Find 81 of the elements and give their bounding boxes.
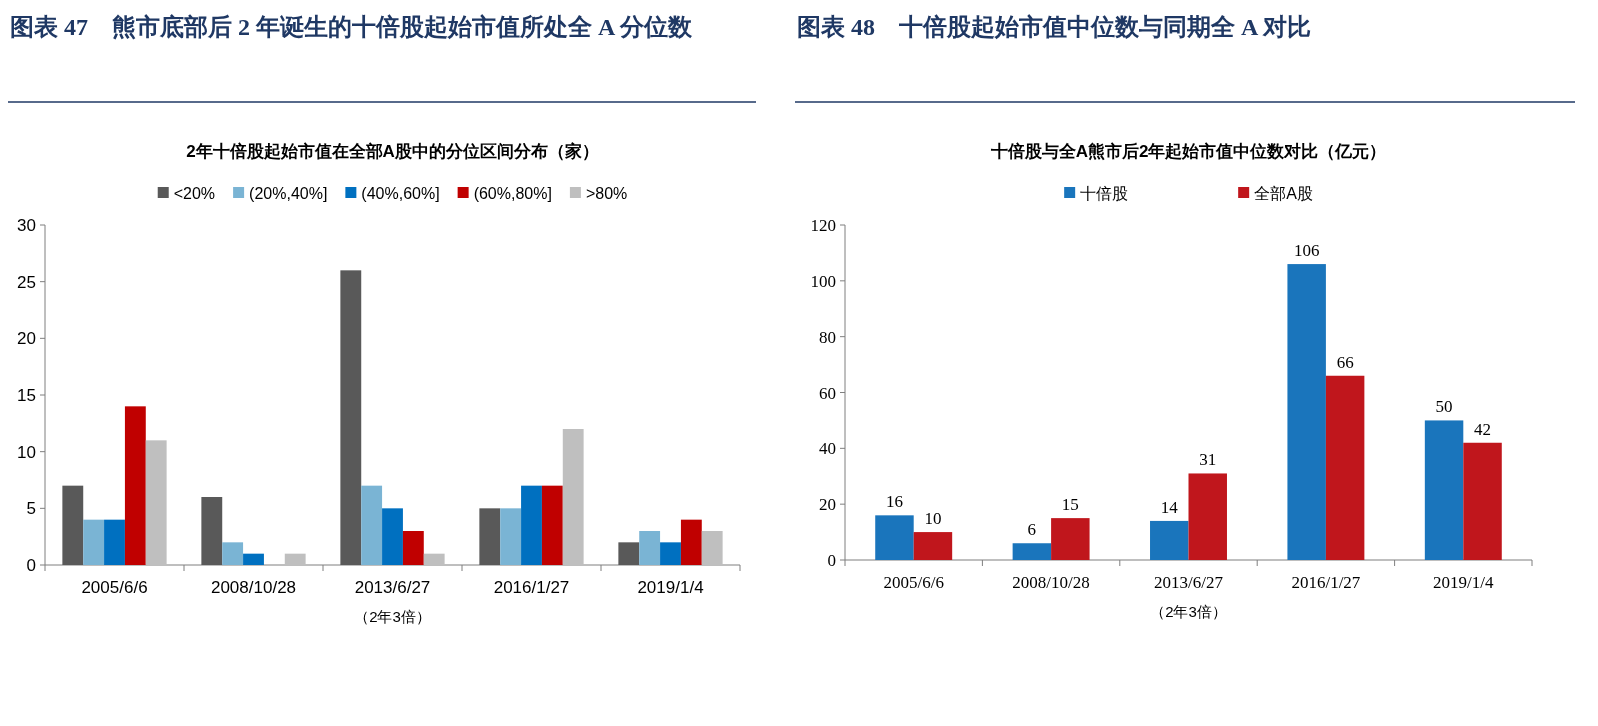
x-tick-label: 2005/6/6 bbox=[883, 573, 944, 592]
bar bbox=[562, 429, 584, 565]
chart-title: 图表 48 十倍股起始市值中位数与同期全 A 对比 bbox=[797, 14, 1312, 40]
chart-title: 图表 47 熊市底部后 2 年诞生的十倍股起始市值所处全 A 分位数 bbox=[10, 14, 694, 40]
x-tick-label: 2005/6/6 bbox=[81, 578, 148, 597]
bar bbox=[423, 553, 445, 565]
legend-label: (20%,40%] bbox=[249, 185, 328, 202]
data-label: 66 bbox=[1336, 352, 1354, 372]
legend-label: (40%,60%] bbox=[361, 185, 440, 202]
bar bbox=[83, 519, 105, 565]
data-label: 14 bbox=[1160, 497, 1179, 517]
data-label: 106 bbox=[1293, 241, 1320, 261]
bar bbox=[361, 485, 383, 565]
bar bbox=[639, 531, 661, 565]
data-label: 10 bbox=[924, 509, 942, 529]
bar bbox=[1424, 420, 1464, 560]
legend-label: 全部A股 bbox=[1254, 185, 1313, 202]
legend-label: >80% bbox=[585, 185, 628, 202]
bar bbox=[660, 542, 681, 565]
x-axis-title: （2年3倍） bbox=[1150, 603, 1227, 620]
bar bbox=[500, 508, 522, 565]
bar bbox=[145, 440, 167, 565]
x-axis-title: （2年3倍） bbox=[354, 608, 431, 625]
bar bbox=[701, 531, 723, 565]
y-tick-label: 0 bbox=[26, 556, 36, 575]
bar bbox=[913, 532, 953, 560]
legend-label: (60%,80%] bbox=[473, 185, 552, 202]
y-tick-label: 25 bbox=[17, 272, 36, 292]
bar bbox=[284, 553, 306, 565]
x-tick-label: 2019/1/4 bbox=[637, 578, 704, 597]
bar bbox=[402, 531, 424, 565]
bar bbox=[201, 497, 223, 565]
bar bbox=[680, 519, 702, 565]
bar bbox=[875, 515, 914, 560]
bar bbox=[104, 519, 125, 565]
bar bbox=[541, 485, 563, 565]
y-tick-label: 10 bbox=[17, 442, 36, 462]
y-tick-label: 60 bbox=[819, 383, 836, 403]
x-tick-label: 2008/10/28 bbox=[1012, 573, 1090, 592]
data-label: 15 bbox=[1061, 495, 1079, 515]
y-tick-label: 40 bbox=[819, 439, 836, 459]
y-tick-label: 20 bbox=[819, 495, 836, 515]
bar bbox=[479, 508, 501, 565]
data-label: 42 bbox=[1474, 419, 1492, 439]
bar bbox=[1051, 518, 1090, 560]
bar bbox=[1012, 543, 1052, 560]
y-tick-label: 5 bbox=[26, 499, 36, 519]
bar bbox=[382, 508, 403, 565]
bar bbox=[1463, 442, 1502, 560]
legend-label: <20% bbox=[173, 185, 216, 202]
chart-subtitle: 2年十倍股起始市值在全部A股中的分位区间分布（家） bbox=[186, 142, 599, 161]
y-tick-label: 100 bbox=[810, 271, 836, 291]
bar bbox=[1287, 264, 1326, 560]
bar bbox=[243, 553, 264, 565]
bar bbox=[124, 406, 146, 565]
bar bbox=[62, 485, 84, 565]
legend-label: 十倍股 bbox=[1080, 185, 1129, 202]
data-label: 6 bbox=[1027, 520, 1037, 540]
x-tick-label: 2013/6/27 bbox=[1154, 573, 1224, 592]
bar bbox=[521, 485, 542, 565]
x-tick-label: 2016/1/27 bbox=[1291, 573, 1361, 592]
data-label: 31 bbox=[1199, 450, 1217, 470]
chart-subtitle: 十倍股与全A熊市后2年起始市值中位数对比（亿元） bbox=[989, 142, 1387, 161]
y-tick-label: 15 bbox=[17, 386, 36, 405]
bar bbox=[1188, 473, 1227, 560]
bar bbox=[1150, 520, 1189, 560]
bar bbox=[1325, 375, 1365, 560]
x-tick-label: 2013/6/27 bbox=[354, 578, 431, 597]
data-label: 50 bbox=[1435, 397, 1453, 417]
y-tick-label: 0 bbox=[827, 551, 836, 570]
x-tick-label: 2019/1/4 bbox=[1433, 573, 1495, 592]
x-tick-label: 2016/1/27 bbox=[493, 578, 570, 597]
y-tick-label: 30 bbox=[17, 216, 36, 235]
data-label: 16 bbox=[885, 492, 903, 512]
y-tick-label: 20 bbox=[17, 329, 36, 349]
y-tick-label: 80 bbox=[819, 327, 836, 347]
y-tick-label: 120 bbox=[810, 216, 836, 235]
bar bbox=[340, 270, 362, 565]
x-tick-label: 2008/10/28 bbox=[210, 578, 297, 597]
bar bbox=[618, 542, 640, 565]
bar bbox=[222, 542, 244, 565]
